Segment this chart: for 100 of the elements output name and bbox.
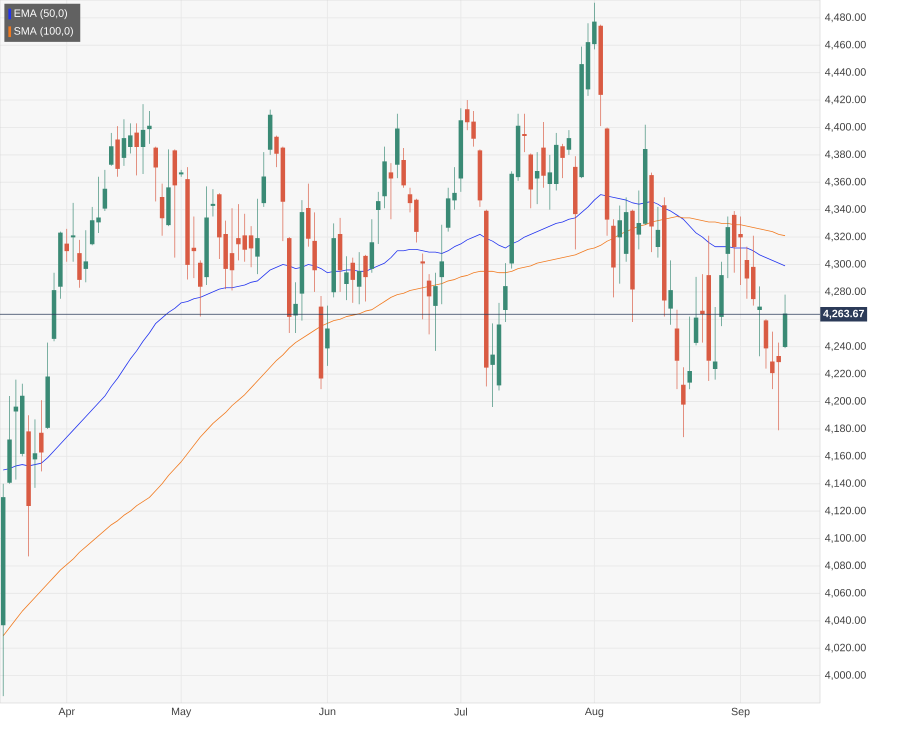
candlestick [70,202,76,262]
y-tick-label: 4,340.00 [824,205,866,214]
candlestick [230,208,234,291]
candlestick [712,306,718,380]
candlestick [338,218,342,292]
y-tick-label: 4,480.00 [824,13,866,22]
candlestick [52,272,56,342]
candlestick [147,110,152,144]
candlestick [395,113,400,178]
candlestick [744,246,750,300]
candlestick [318,296,324,390]
candlestick [356,252,362,305]
candlestick [325,305,330,366]
candlestick [242,213,247,262]
candlestick [134,123,139,176]
candlestick [630,209,635,322]
y-tick-label: 4,380.00 [824,150,866,160]
y-tick-label: 4,460.00 [824,40,866,50]
candlestick [344,256,349,300]
candlestick [433,272,438,352]
x-tick-label: Jun [318,708,336,716]
x-tick-label: May [172,708,192,718]
candlestick [649,172,654,252]
legend-label: SMA (100,0) [14,26,73,37]
candlestick [458,108,464,192]
candlestick [770,331,775,390]
candlestick [0,483,6,696]
candlestick [503,262,508,322]
x-tick-label: Jul [454,708,467,716]
candlestick [668,260,673,326]
ref-line-label: 4,263.67 [823,310,864,319]
candlestick [376,192,380,244]
y-tick-label: 4,420.00 [824,96,866,104]
candlestick [636,190,642,250]
y-tick-label: 4,280.00 [824,287,866,296]
candlestick [293,282,298,334]
candlestick [611,218,616,298]
candlestick [64,228,69,262]
candlestick [700,274,705,343]
candlestick [618,205,622,284]
candlestick [77,239,82,288]
candlestick [122,118,126,166]
candlestick [223,220,228,290]
y-tick-label: 4,020.00 [824,644,866,653]
candlestick [236,204,241,261]
y-tick-label: 4,120.00 [824,506,866,516]
y-tick-label: 4,300.00 [824,260,866,269]
candlestick [96,176,101,234]
y-tick-label: 4,440.00 [824,68,866,78]
x-tick-label: Sep [732,708,750,718]
candlestick [255,198,260,274]
candlestick [694,276,698,346]
candlestick [566,130,572,156]
candlestick [140,104,146,174]
candlestick [776,342,781,431]
candlestick [782,294,788,348]
candlestick [363,254,368,302]
candlestick [210,188,216,217]
candlestick [166,149,171,226]
x-tick-label: Apr [58,708,75,718]
candlestick [39,400,44,472]
candlestick [160,183,164,236]
y-tick-label: 4,200.00 [824,397,866,406]
x-tick-label: Aug [584,708,604,718]
candlestick [681,366,686,438]
y-tick-label: 4,060.00 [824,588,866,598]
y-tick-label: 4,080.00 [824,562,866,570]
y-tick-label: 4,360.00 [824,178,866,187]
candlestick [84,230,88,283]
y-tick-label: 4,240.00 [824,342,866,352]
candlestick [604,127,610,236]
candlestick [656,206,660,258]
candlestick [764,318,768,369]
y-tick-label: 4,140.00 [824,479,866,488]
candlestick [440,224,444,305]
candlestick [32,419,38,488]
candlestick [471,110,476,147]
candlestick [490,323,495,408]
candlestick [478,149,482,208]
candlestick [248,226,254,268]
y-tick-label: 4,160.00 [824,452,866,461]
candlestick [312,212,317,292]
candlestick [548,154,552,210]
candlestick [738,216,743,286]
y-tick-label: 4,220.00 [824,370,866,379]
candlestick [522,113,527,152]
candlestick [516,113,520,182]
candlestick [573,156,578,250]
candlestick [719,261,724,326]
y-tick-label: 4,180.00 [824,424,866,434]
candlestick [726,216,730,279]
legend-label: EMA (50,0) [14,9,67,20]
y-tick-label: 4,400.00 [824,123,866,132]
candlestick [426,274,432,335]
candlestick [382,146,387,209]
y-tick-label: 4,040.00 [824,616,866,626]
candlestick [7,396,12,484]
candlestick [757,286,762,357]
y-tick-label: 4,100.00 [824,534,866,543]
candlestick [300,200,304,321]
